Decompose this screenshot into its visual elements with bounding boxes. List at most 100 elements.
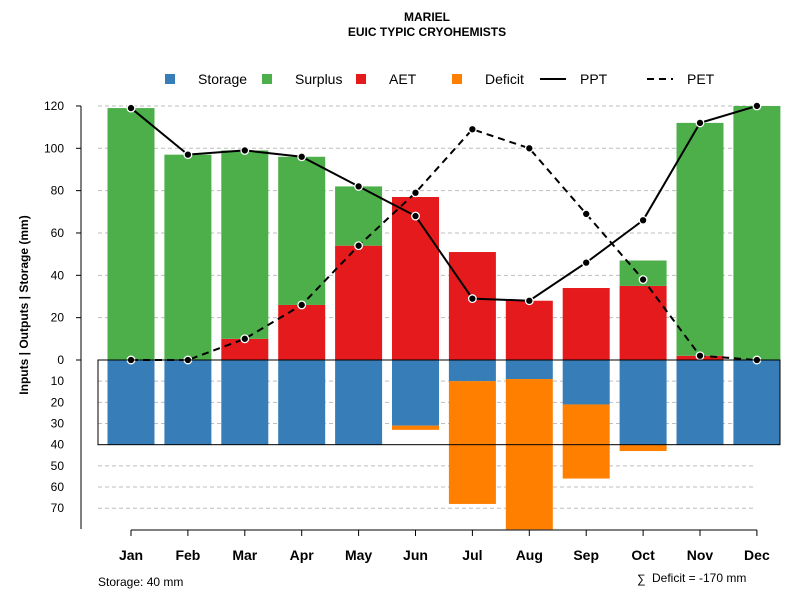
bar-storage [107, 360, 155, 445]
pet-point [638, 275, 648, 285]
bar-storage [505, 360, 553, 380]
ppt-point [411, 211, 420, 221]
y-tick-label: 50 [51, 459, 65, 473]
bar-storage [562, 360, 610, 405]
bar-deficit [392, 425, 439, 430]
month-label: Mar [232, 547, 257, 563]
bar-storage [392, 360, 439, 426]
legend-pet-label: PET [687, 71, 715, 87]
ppt-point [638, 215, 648, 225]
y-tick-label: 60 [51, 480, 65, 494]
y-tick-label: 40 [51, 438, 65, 452]
ppt-point [695, 118, 705, 128]
ppt-point [240, 145, 250, 155]
bar-storage [278, 360, 326, 445]
ppt-line [130, 105, 758, 302]
month-label: Jul [462, 547, 482, 563]
month-label: Sep [573, 547, 599, 563]
month-label: Aug [516, 547, 543, 563]
y-tick-label: 20 [51, 395, 65, 409]
legend-ppt-label: PPT [580, 71, 608, 87]
month-label: May [345, 547, 372, 563]
bar-storage [221, 360, 269, 445]
bar-storage [676, 360, 724, 445]
bar-surplus [221, 150, 269, 339]
bar-aet [619, 285, 667, 360]
bar-storage [335, 360, 383, 445]
chart-subtitle: EUIC TYPIC CRYOHEMISTS [348, 25, 506, 39]
bar-deficit [505, 379, 553, 530]
bars [107, 105, 781, 530]
legend-aet-swatch [356, 74, 366, 84]
bar-surplus [676, 122, 724, 356]
y-tick-label: 100 [44, 141, 64, 155]
bar-surplus [335, 186, 383, 246]
bar-deficit [448, 381, 496, 504]
legend-surplus-swatch [262, 74, 272, 84]
bar-aet [335, 245, 383, 360]
axes: 0 20 40 60 80 100 120 10 20 30 40 50 60 70 Jan Feb Mar Ap… [44, 99, 781, 563]
y-tick-label: 60 [51, 226, 65, 240]
month-label: Nov [687, 547, 714, 563]
legend-deficit-label: Deficit [485, 71, 524, 87]
bar-aet [278, 304, 326, 360]
y-tick-label: 80 [51, 184, 65, 198]
pet-point [524, 143, 534, 153]
ppt-point [467, 294, 477, 304]
bar-storage [164, 360, 212, 445]
bar-surplus [164, 154, 212, 360]
y-tick-label: 70 [51, 501, 65, 515]
bar-storage [733, 360, 781, 445]
bar-storage [448, 360, 496, 382]
bar-surplus [107, 108, 155, 361]
month-label: Oct [631, 547, 655, 563]
y-tick-label: 40 [51, 268, 65, 282]
month-label: Dec [744, 547, 770, 563]
storage-note: Storage: 40 mm [98, 575, 183, 589]
legend-deficit-swatch [452, 74, 462, 84]
sigma-icon: ∑ [637, 572, 646, 586]
ppt-point [581, 258, 591, 268]
y-tick-label: 120 [44, 99, 64, 113]
y-tick-label: 20 [51, 311, 65, 325]
bar-aet [448, 252, 496, 360]
month-label: Apr [290, 547, 315, 563]
legend-storage-swatch [165, 74, 175, 84]
bar-deficit [619, 444, 667, 452]
pet-point [695, 351, 705, 361]
bar-surplus [733, 105, 781, 361]
ppt-point [297, 152, 307, 162]
pet-point [354, 241, 364, 251]
pet-point [297, 300, 307, 310]
legend-aet-label: AET [389, 71, 417, 87]
pet-line [131, 128, 757, 361]
bar-aet [562, 288, 610, 360]
ppt-point [524, 296, 534, 306]
legend-storage-label: Storage [198, 71, 247, 87]
bar-deficit [562, 404, 610, 479]
y-axis-label: Inputs | Outputs | Storage (mm) [17, 215, 31, 394]
pet-point [467, 124, 477, 134]
chart-title: MARIEL [404, 10, 450, 24]
bar-storage [619, 360, 667, 445]
pet-point [411, 188, 420, 198]
month-label: Feb [175, 547, 200, 563]
y-tick-label: 0 [57, 353, 64, 367]
bar-aet [221, 338, 269, 360]
ppt-point [183, 150, 193, 160]
series-lines [126, 101, 762, 365]
y-tick-label: 10 [51, 374, 65, 388]
deficit-note: Deficit = -170 mm [652, 571, 746, 585]
legend: Storage Surplus AET Deficit PPT PET [165, 71, 715, 87]
pet-point [240, 334, 250, 344]
bar-aet [392, 196, 439, 360]
bar-aet [505, 300, 553, 360]
pet-point [581, 209, 591, 219]
month-label: Jan [119, 547, 143, 563]
month-label: Jun [403, 547, 428, 563]
ppt-point [354, 181, 364, 191]
bar-surplus [278, 156, 326, 305]
ppt-point [752, 101, 762, 111]
y-tick-label: 30 [51, 417, 65, 431]
